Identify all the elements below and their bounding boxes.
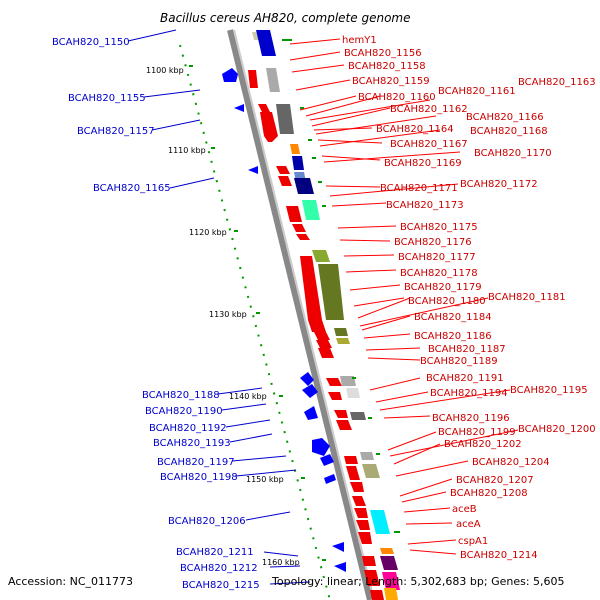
gene-label: BCAH820_1162	[390, 104, 468, 115]
gene-label: BCAH820_1176	[394, 237, 472, 248]
gene-label: BCAH820_1196	[432, 413, 510, 424]
gene-label: BCAH820_1168	[470, 126, 548, 137]
gene-label: BCAH820_1194	[430, 388, 508, 399]
gene-label: BCAH820_1167	[390, 139, 468, 150]
gene-label: cspA1	[458, 536, 488, 547]
gene-label: hemY1	[342, 35, 377, 46]
gene-label: aceA	[456, 519, 481, 530]
genome-backbone	[227, 29, 375, 600]
gene-label: BCAH820_1158	[348, 61, 426, 72]
gene-label: BCAH820_1199	[438, 427, 516, 438]
gene-label: BCAH820_1193	[153, 438, 231, 449]
gene-label: BCAH820_1178	[400, 268, 478, 279]
gene-label: BCAH820_1195	[510, 385, 588, 396]
gene-label: BCAH820_1157	[77, 126, 155, 137]
gene-label: BCAH820_1208	[450, 488, 528, 499]
reverse-gene-track	[222, 68, 346, 572]
gene-label: BCAH820_1187	[428, 344, 506, 355]
accession-text: Accession: NC_011773	[8, 575, 133, 588]
left-leader-lines	[127, 29, 311, 585]
gene-label: BCAH820_1170	[474, 148, 552, 159]
gene-label: BCAH820_1198	[160, 472, 238, 483]
gene-label: BCAH820_1186	[414, 331, 492, 342]
gene-label: BCAH820_1172	[460, 179, 538, 190]
gene-label: BCAH820_1206	[168, 516, 246, 527]
gene-label: BCAH820_1150	[52, 37, 130, 48]
right-gene-labels: hemY1 BCAH820_1156 BCAH820_1158 BCAH820_…	[342, 35, 596, 561]
gene-label: BCAH820_1197	[157, 457, 235, 468]
gene-label: BCAH820_1214	[460, 550, 538, 561]
right-leader-lines	[289, 38, 519, 555]
tick-label: 1140 kbp	[229, 392, 267, 401]
gene-label: BCAH820_1207	[456, 475, 534, 486]
gene-label: BCAH820_1200	[518, 424, 596, 435]
gene-label: BCAH820_1192	[149, 423, 227, 434]
ruler-tick-labels: 1100 kbp 1110 kbp 1120 kbp 1130 kbp 1140…	[146, 66, 300, 567]
gene-label: BCAH820_1155	[68, 93, 146, 104]
gene-label: BCAH820_1180	[408, 296, 486, 307]
gene-label: BCAH820_1202	[444, 439, 522, 450]
tick-label: 1110 kbp	[168, 146, 206, 155]
genome-title: Bacillus cereus AH820, complete genome	[160, 11, 410, 25]
gene-label: BCAH820_1160	[358, 92, 436, 103]
gene-label: BCAH820_1163	[518, 77, 596, 88]
gene-label: BCAH820_1190	[145, 406, 223, 417]
gene-label: BCAH820_1159	[352, 76, 430, 87]
gene-label: BCAH820_1184	[414, 312, 492, 323]
topology-text: Topology: linear; Length: 5,302,683 bp; …	[271, 575, 565, 588]
gene-label: BCAH820_1165	[93, 183, 171, 194]
gene-label: BCAH820_1215	[182, 580, 260, 591]
tick-label: 1130 kbp	[209, 310, 247, 319]
gene-label: BCAH820_1169	[384, 158, 462, 169]
gene-label: BCAH820_1164	[376, 124, 454, 135]
gene-label: BCAH820_1173	[386, 200, 464, 211]
gene-label: BCAH820_1204	[472, 457, 550, 468]
gene-label: BCAH820_1175	[400, 222, 478, 233]
tick-label: 1150 kbp	[246, 475, 284, 484]
left-gene-labels: BCAH820_1150 BCAH820_1155 BCAH820_1157 B…	[52, 37, 260, 591]
gene-label: BCAH820_1188	[142, 390, 220, 401]
feature-dashes	[282, 39, 400, 533]
gene-label: BCAH820_1177	[398, 252, 476, 263]
gene-label: BCAH820_1211	[176, 547, 254, 558]
gene-label: BCAH820_1189	[420, 356, 498, 367]
gene-label: BCAH820_1181	[488, 292, 566, 303]
gene-label: BCAH820_1166	[466, 112, 544, 123]
tick-label: 1100 kbp	[146, 66, 184, 75]
ruler-ticks	[189, 65, 326, 561]
gene-label: BCAH820_1171	[380, 183, 458, 194]
gene-label: BCAH820_1191	[426, 373, 504, 384]
gene-label: BCAH820_1179	[404, 282, 482, 293]
cds-track	[252, 30, 400, 600]
tick-label: 1160 kbp	[262, 558, 300, 567]
forward-gene-track	[248, 70, 384, 600]
gene-label: BCAH820_1156	[344, 48, 422, 59]
tick-label: 1120 kbp	[189, 228, 227, 237]
gene-label: BCAH820_1212	[180, 563, 258, 574]
gene-label: BCAH820_1161	[438, 86, 516, 97]
gene-label: aceB	[452, 504, 477, 515]
